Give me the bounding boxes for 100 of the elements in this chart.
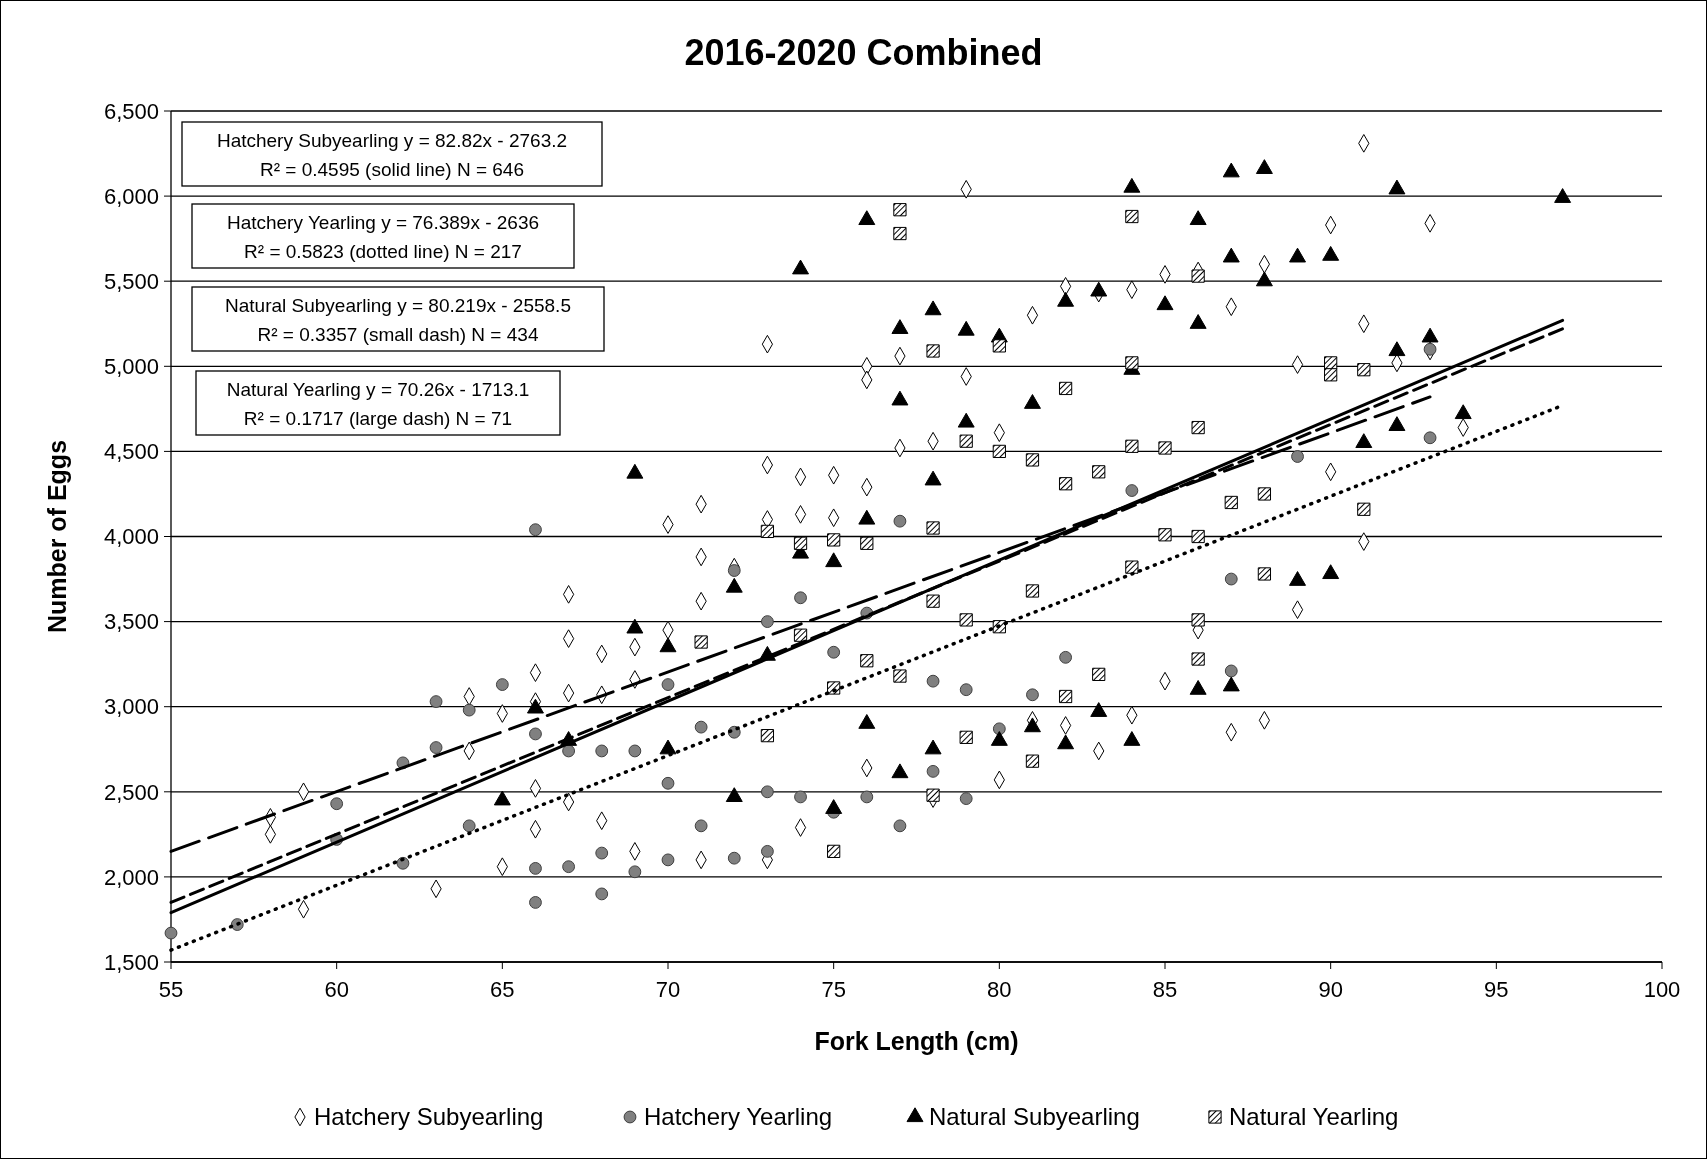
point (926, 788, 940, 802)
point (827, 844, 841, 858)
point (727, 851, 741, 865)
point (1125, 356, 1139, 370)
point (462, 703, 476, 717)
equation-box: Natural Yearling y = 70.26x - 1713.1 R² = 0.1717 (large dash) N = 71 (195, 370, 561, 436)
point (1158, 441, 1172, 455)
point (1322, 564, 1340, 580)
y-tick-label: 5,500 (103, 268, 159, 294)
point (1421, 327, 1439, 343)
point (893, 203, 907, 217)
point (595, 887, 609, 901)
y-tick-label: 4,000 (103, 524, 159, 550)
point (926, 764, 940, 778)
x-tick-label: 70 (655, 977, 681, 1002)
legend-label: Hatchery Yearling (644, 1103, 833, 1131)
y-tick-label: 1,500 (103, 949, 159, 975)
point (990, 731, 1008, 746)
chart-title: 2016-2020 Combined (684, 32, 1043, 73)
point (1125, 439, 1139, 453)
point (1090, 281, 1108, 297)
point (760, 615, 774, 629)
point (992, 339, 1006, 353)
equation-box: Hatchery Yearling y = 76.389x - 2636 R² = 0.5823 (dotted line) N = 217 (191, 203, 575, 269)
point (1057, 734, 1075, 750)
point (1125, 560, 1139, 574)
point (1024, 394, 1041, 409)
point (1388, 341, 1406, 357)
point (529, 861, 542, 875)
annotation: Natural Yearling y = 70.26x - 1713.1 R² = 0.1717 (large dash) N = 71 (226, 379, 530, 429)
point (1355, 433, 1373, 448)
x-tick-label: 80 (987, 977, 1012, 1002)
point (760, 524, 775, 539)
point (893, 819, 907, 833)
legend-label: Hatchery Subyearling (314, 1103, 544, 1131)
point (1191, 420, 1205, 435)
point (793, 628, 808, 642)
point (1025, 754, 1040, 768)
point (1289, 247, 1306, 263)
point (1255, 271, 1273, 287)
point (1224, 495, 1238, 510)
point (562, 744, 576, 758)
point (595, 744, 609, 758)
point (1123, 177, 1141, 193)
y-tick-label: 3,500 (103, 609, 159, 635)
point (1058, 381, 1073, 396)
annotation: Hatchery Subyearling y = 82.82x - 2763.2 R² = 0.4595 (solid line) N = 646 (216, 130, 568, 180)
point (1255, 159, 1273, 174)
point (1222, 676, 1240, 692)
legend-label: Natural Subyearling (929, 1103, 1140, 1131)
point (1191, 269, 1205, 283)
point (793, 536, 808, 550)
point (794, 591, 807, 605)
point (860, 790, 874, 804)
x-tick-label: 95 (1484, 977, 1509, 1002)
point (1324, 368, 1338, 382)
y-tick-label: 2,500 (103, 779, 159, 805)
legend-label: Natural Yearling (1229, 1103, 1399, 1131)
point (529, 727, 542, 741)
point (1388, 416, 1406, 431)
point (860, 536, 874, 550)
y-axis-title: Number of Eggs (43, 439, 71, 634)
y-tick-label: 6,000 (103, 183, 159, 209)
point (429, 695, 443, 708)
y-tick-label: 4,500 (103, 439, 159, 465)
annotation: Hatchery Yearling y = 76.389x - 2636 R² = 0.5823 (dotted line) N = 217 (226, 212, 540, 262)
x-tick-label: 100 (1643, 977, 1681, 1002)
point (661, 853, 675, 867)
x-tick-label: 90 (1318, 977, 1343, 1002)
point (827, 645, 841, 659)
point (626, 618, 644, 634)
point (1291, 450, 1304, 463)
x-axis-title: Fork Length (cm) (814, 1027, 1019, 1055)
point (661, 776, 675, 790)
point (1454, 404, 1472, 420)
point (792, 259, 809, 275)
point (891, 390, 909, 406)
point (1357, 363, 1371, 377)
point (1189, 210, 1207, 226)
point (760, 729, 775, 743)
point (562, 860, 576, 874)
point (1125, 484, 1139, 497)
point (1025, 584, 1040, 598)
point (1224, 572, 1238, 586)
point (1156, 295, 1174, 311)
point (1092, 667, 1106, 681)
point (891, 319, 909, 334)
point (891, 763, 909, 779)
point (926, 594, 940, 608)
point (924, 300, 942, 316)
point (1125, 209, 1139, 224)
point (926, 344, 940, 358)
y-tick-label: 6,500 (103, 98, 159, 124)
point (794, 790, 807, 804)
point (957, 320, 975, 336)
point (825, 552, 843, 568)
point (858, 714, 876, 729)
point (429, 741, 443, 754)
point (959, 683, 973, 697)
y-tick-label: 3,000 (103, 694, 159, 720)
